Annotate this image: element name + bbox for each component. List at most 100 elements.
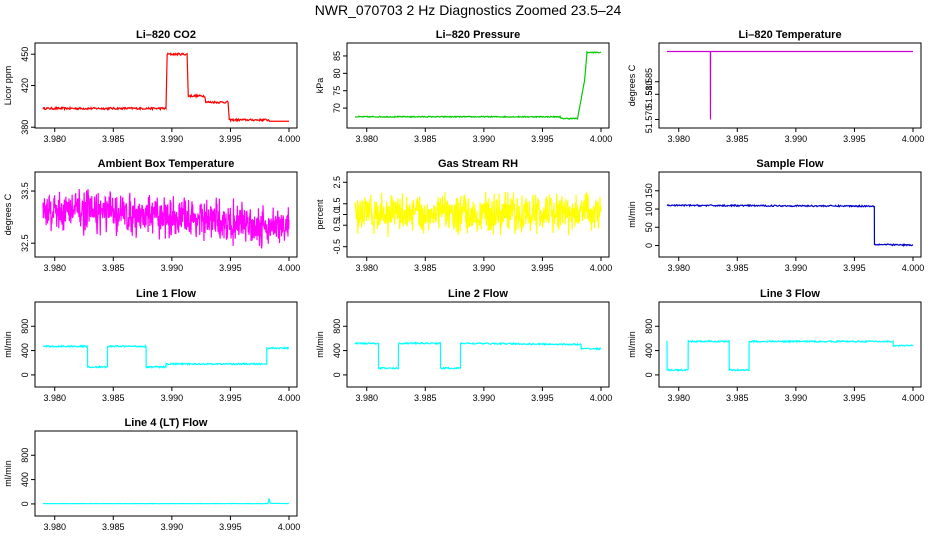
series-line (42, 343, 290, 369)
y-tick-label: 150 (644, 183, 654, 198)
plot-frame (34, 171, 298, 258)
x-tick-label: 3.985 (102, 134, 125, 144)
y-tick-label: 400 (332, 343, 342, 358)
x-tick-label: 3.995 (531, 393, 554, 403)
y-tick-label: 800 (20, 319, 30, 334)
series-line (42, 189, 290, 249)
y-tick-label: 51.580 (644, 81, 654, 109)
x-tick-label: 3.980 (355, 134, 378, 144)
x-tick-label: 3.990 (161, 393, 184, 403)
plot-frame (34, 301, 298, 388)
y-tick-label: 100 (644, 202, 654, 217)
series-line (42, 52, 289, 123)
x-tick-label: 3.985 (102, 263, 125, 273)
x-tick-label: 3.985 (726, 263, 749, 273)
series-line (354, 341, 602, 371)
y-axis-label: ml/min (3, 331, 13, 358)
y-tick-label: 800 (20, 448, 30, 463)
y-tick-label: 32.5 (20, 234, 30, 252)
x-tick-label: 3.980 (355, 393, 378, 403)
y-tick-label: 80 (332, 68, 342, 78)
panel-ambient: Ambient Box Temperature 3.980 3.985 3.990 3.… (3, 158, 300, 273)
y-axis-label: ml/min (627, 331, 637, 358)
x-tick-label: 4.000 (278, 393, 301, 403)
y-axis-label: ml/min (3, 460, 13, 487)
x-tick-label: 4.000 (902, 263, 925, 273)
y-tick-label: 400 (20, 343, 30, 358)
plot-frame (346, 301, 610, 388)
y-axis-label: ml/min (315, 331, 325, 358)
panel-line2: Line 2 Flow 3.980 3.985 3.990 3.995 4.000 0 400… (315, 288, 612, 403)
x-tick-label: 3.990 (161, 263, 184, 273)
x-tick-label: 3.995 (219, 393, 242, 403)
y-tick-label: 0 (20, 501, 30, 506)
panel-title: Li–820 Pressure (436, 29, 520, 41)
x-tick-label: 3.995 (219, 134, 242, 144)
x-tick-label: 3.985 (726, 393, 749, 403)
y-tick-label: 51.585 (644, 68, 654, 96)
series-line (354, 50, 602, 121)
panel-line4: Line 4 (LT) Flow 3.980 3.985 3.990 3.995 4.00… (3, 417, 300, 532)
x-tick-label: 3.995 (531, 134, 554, 144)
panel-pressure: Li–820 Pressure 3.980 3.985 3.990 3.995 4.000… (315, 29, 612, 144)
y-axis-label: degrees C (627, 64, 637, 106)
y-axis-label: kPa (315, 78, 325, 94)
x-tick-label: 4.000 (278, 263, 301, 273)
series-line (666, 203, 914, 248)
x-tick-label: 3.985 (414, 393, 437, 403)
y-tick-label: 2.5 (332, 176, 342, 189)
y-tick-label: 1.5 (332, 198, 342, 211)
x-tick-label: 3.980 (667, 393, 690, 403)
x-tick-label: 3.980 (43, 522, 66, 532)
x-tick-label: 3.990 (473, 263, 496, 273)
y-tick-label: 1.0 (332, 208, 342, 221)
x-tick-label: 3.995 (219, 263, 242, 273)
x-tick-label: 4.000 (590, 393, 613, 403)
x-tick-label: 3.980 (667, 134, 690, 144)
y-tick-label: 0 (644, 372, 654, 377)
x-tick-label: 3.985 (102, 393, 125, 403)
x-tick-label: 3.985 (726, 134, 749, 144)
x-tick-label: 3.980 (667, 263, 690, 273)
x-tick-label: 4.000 (590, 263, 613, 273)
panel-title: Li–820 CO2 (136, 29, 196, 41)
y-axis-label: degrees C (3, 193, 13, 235)
y-tick-label: 420 (20, 78, 30, 93)
x-tick-label: 3.990 (785, 134, 808, 144)
panel-title: Ambient Box Temperature (98, 158, 235, 170)
y-axis-label: percent (315, 199, 325, 230)
y-tick-label: 33.5 (20, 182, 30, 200)
x-tick-label: 3.990 (473, 134, 496, 144)
panel-temperature: Li–820 Temperature 3.980 3.985 3.990 3.995 4.… (627, 29, 924, 144)
y-tick-label: 85 (332, 51, 342, 61)
y-axis-label: Licor ppm (3, 66, 13, 106)
panel-title: Line 1 Flow (136, 288, 196, 300)
panel-line3: Line 3 Flow 3.980 3.985 3.990 3.995 4.000 0 400… (627, 288, 924, 403)
panel-title: Sample Flow (756, 158, 824, 170)
plot-frame (658, 42, 922, 129)
y-axis-label: ml/min (627, 201, 637, 228)
y-tick-label: 380 (20, 120, 30, 135)
panel-title: Line 4 (LT) Flow (125, 417, 208, 429)
x-tick-label: 3.995 (843, 393, 866, 403)
x-tick-label: 3.995 (531, 263, 554, 273)
y-tick-label: 0 (20, 372, 30, 377)
y-tick-label: 0 (332, 372, 342, 377)
y-tick-label: 0 (644, 243, 654, 248)
plot-frame (34, 430, 298, 517)
y-tick-label: 800 (332, 319, 342, 334)
y-tick-label: 800 (644, 319, 654, 334)
series-line (354, 191, 602, 237)
panel-title: Line 3 Flow (760, 288, 820, 300)
plot-frame (658, 301, 922, 388)
panel-title: Line 2 Flow (448, 288, 508, 300)
x-tick-label: 3.990 (161, 522, 184, 532)
y-tick-label: 75 (332, 86, 342, 96)
y-tick-label: 450 (20, 47, 30, 62)
panel-co2: Li–820 CO2 3.980 3.985 3.990 3.995 4.000 380 42… (3, 29, 300, 144)
x-tick-label: 3.985 (102, 522, 125, 532)
series-line (666, 339, 914, 372)
x-tick-label: 3.990 (785, 393, 808, 403)
x-tick-label: 4.000 (278, 134, 301, 144)
